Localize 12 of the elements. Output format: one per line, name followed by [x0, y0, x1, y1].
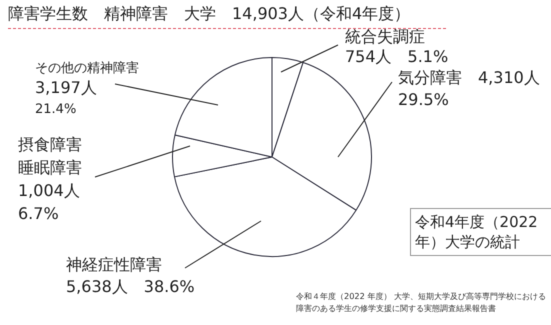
slice-label: 神経症性障害 [66, 255, 162, 274]
data-label: 3,197人 21.4% [35, 78, 97, 117]
text: 令和4年度（2022 年）大学の統計 [410, 208, 551, 256]
text: 令和４年度（2022 年度） 大学、短期大学及び高等専門学校における障害のある学生の修学支援に関する実態調査結果報告書 [296, 290, 548, 314]
data-label: 1,004人 6.7% [18, 181, 80, 224]
slice-label: 摂食障害睡眠障害 [18, 135, 82, 178]
slice-label: 気分障害 4,310人 29.5% [398, 68, 540, 110]
data-label: 754人 5.1% [345, 47, 448, 66]
chart-title: 障害学生数 精神障害 大学 14,903人（令和4年度） [8, 4, 410, 25]
slice-label: 統合失調症 [345, 27, 425, 46]
data-label: 5,638人 38.6% [66, 277, 195, 296]
slice-label: その他の精神障害 [35, 60, 139, 76]
